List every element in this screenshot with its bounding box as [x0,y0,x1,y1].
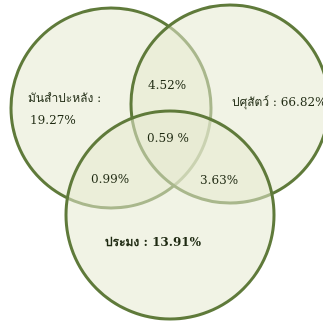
circle-fishery [64,109,276,321]
venn-labels: มันสำปะหลัง : 19.27% ปศุสัตว์ : 66.82% ป… [28,78,323,249]
label-fishery: ประมง : 13.91% [105,235,202,249]
label-overlap-cassava-livestock: 4.52% [148,78,186,92]
label-overlap-all: 0.59 % [147,131,189,145]
label-cassava-value: 19.27% [30,113,76,127]
label-cassava-name: มันสำปะหลัง : [28,91,101,105]
venn-circles [9,3,323,321]
label-overlap-cassava-fishery: 0.99% [91,172,129,186]
label-livestock: ปศุสัตว์ : 66.82% [232,95,323,110]
label-overlap-livestock-fishery: 3.63% [200,173,238,187]
